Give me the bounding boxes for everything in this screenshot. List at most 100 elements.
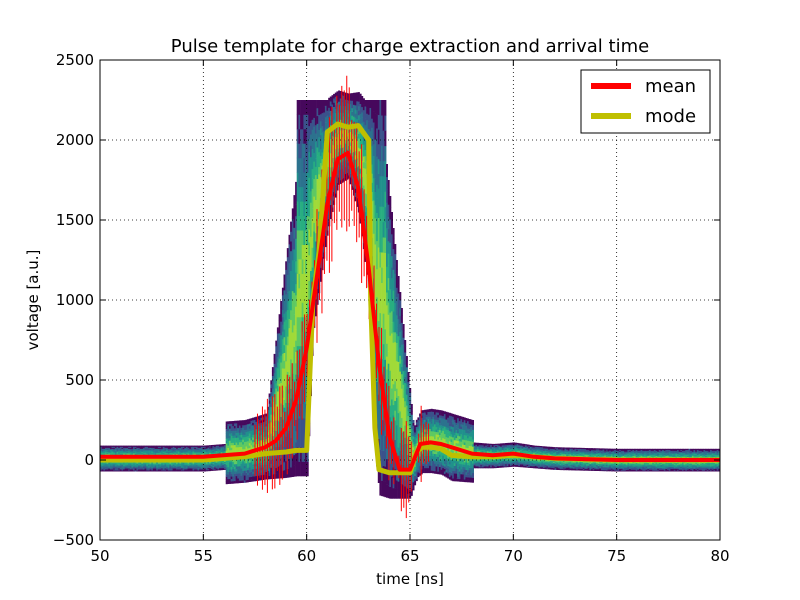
heatmap-cell bbox=[205, 467, 208, 469]
heatmap-cell bbox=[329, 101, 332, 107]
heatmap-cell bbox=[139, 469, 142, 471]
heatmap-cell bbox=[319, 169, 322, 178]
heatmap-cell bbox=[339, 101, 342, 106]
heatmap-cell bbox=[387, 363, 390, 376]
heatmap-cell bbox=[397, 335, 400, 345]
heatmap-cell bbox=[128, 445, 131, 447]
heatmap-cell bbox=[151, 469, 154, 471]
heatmap-cell bbox=[225, 450, 228, 453]
heatmap-cell bbox=[364, 100, 367, 107]
heatmap-cell bbox=[233, 473, 236, 477]
heatmap-cell bbox=[298, 273, 301, 289]
heatmap-cell bbox=[133, 465, 136, 467]
heatmap-cell bbox=[305, 259, 307, 274]
heatmap-cell bbox=[136, 446, 139, 448]
heatmap-cell bbox=[151, 465, 154, 467]
heatmap-cell bbox=[410, 411, 413, 415]
heatmap-cell bbox=[214, 467, 217, 469]
heatmap-cell bbox=[276, 368, 279, 375]
heatmap-cell bbox=[233, 435, 236, 438]
heatmap-cell bbox=[229, 433, 231, 436]
heatmap-cell bbox=[166, 446, 169, 448]
heatmap-cell bbox=[397, 284, 400, 294]
heatmap-cell bbox=[255, 473, 258, 477]
heatmap-cell bbox=[377, 173, 380, 189]
heatmap-cell bbox=[114, 464, 117, 466]
heatmap-cell bbox=[341, 130, 344, 134]
heatmap-cell bbox=[359, 93, 362, 99]
heatmap-cell bbox=[111, 470, 114, 472]
heatmap-cell bbox=[260, 450, 263, 453]
heatmap-cell bbox=[184, 453, 187, 455]
heatmap-cell bbox=[349, 114, 352, 119]
heatmap-cell bbox=[412, 430, 415, 434]
heatmap-cell bbox=[386, 279, 388, 293]
heatmap-cell bbox=[171, 464, 174, 466]
heatmap-cell bbox=[255, 463, 258, 467]
heatmap-cell bbox=[270, 406, 273, 411]
heatmap-cell bbox=[310, 168, 312, 180]
heatmap-cell bbox=[169, 446, 172, 448]
heatmap-cell bbox=[318, 100, 321, 108]
heatmap-cell bbox=[217, 467, 220, 469]
heatmap-cell bbox=[139, 452, 142, 454]
heatmap-cell bbox=[162, 466, 165, 468]
heatmap-cell bbox=[210, 451, 213, 454]
heatmap-cell bbox=[235, 473, 238, 477]
heatmap-cell bbox=[395, 434, 398, 444]
heatmap-cell bbox=[229, 476, 231, 480]
heatmap-cell bbox=[326, 230, 329, 236]
heatmap-cell bbox=[121, 447, 124, 449]
heatmap-cell bbox=[280, 457, 283, 465]
heatmap-cell bbox=[151, 449, 154, 451]
heatmap-cell bbox=[243, 441, 246, 445]
heatmap-cell bbox=[333, 115, 336, 120]
heatmap-cell bbox=[346, 156, 349, 160]
heatmap-cell bbox=[329, 176, 332, 182]
heatmap-cell bbox=[323, 100, 326, 107]
heatmap-cell bbox=[314, 199, 317, 209]
heatmap-cell bbox=[314, 116, 317, 126]
heatmap-cell bbox=[384, 451, 387, 467]
heatmap-cell bbox=[200, 466, 203, 468]
heatmap-cell bbox=[200, 453, 203, 455]
heatmap-cell bbox=[361, 155, 364, 161]
heatmap-cell bbox=[397, 361, 400, 371]
heatmap-cell bbox=[405, 372, 408, 379]
heatmap-cell bbox=[121, 466, 124, 468]
heatmap-cell bbox=[149, 463, 152, 465]
heatmap-cell bbox=[182, 464, 185, 466]
heatmap-cell bbox=[152, 447, 155, 449]
heatmap-cell bbox=[109, 469, 112, 471]
heatmap-cell bbox=[417, 465, 420, 468]
heatmap-cell bbox=[229, 430, 231, 434]
heatmap-cell bbox=[220, 450, 223, 452]
heatmap-cell bbox=[151, 448, 154, 450]
heatmap-cell bbox=[384, 481, 387, 498]
heatmap-cell bbox=[214, 449, 217, 451]
heatmap-cell bbox=[238, 446, 241, 450]
heatmap-cell bbox=[318, 144, 321, 153]
heatmap-cell bbox=[146, 464, 149, 466]
heatmap-cell bbox=[187, 467, 190, 469]
heatmap-cell bbox=[291, 229, 294, 240]
heatmap-cell bbox=[229, 474, 231, 477]
heatmap-cell bbox=[189, 466, 192, 468]
heatmap-cell bbox=[179, 469, 182, 471]
heatmap-cell bbox=[285, 452, 288, 462]
heatmap-cell bbox=[328, 97, 331, 103]
heatmap-cell bbox=[147, 453, 150, 455]
heatmap-cell bbox=[268, 469, 271, 473]
heatmap-cell bbox=[253, 417, 256, 420]
heatmap-cell bbox=[319, 107, 322, 115]
heatmap-cell bbox=[260, 427, 263, 431]
heatmap-cell bbox=[313, 117, 316, 127]
heatmap-cell bbox=[209, 446, 212, 448]
heatmap-cell bbox=[310, 145, 312, 158]
heatmap-cell bbox=[124, 445, 127, 447]
heatmap-cell bbox=[364, 124, 367, 132]
heatmap-cell bbox=[353, 108, 355, 113]
heatmap-cell bbox=[399, 427, 402, 436]
heatmap-cell bbox=[290, 368, 293, 379]
heatmap-cell bbox=[361, 160, 364, 167]
